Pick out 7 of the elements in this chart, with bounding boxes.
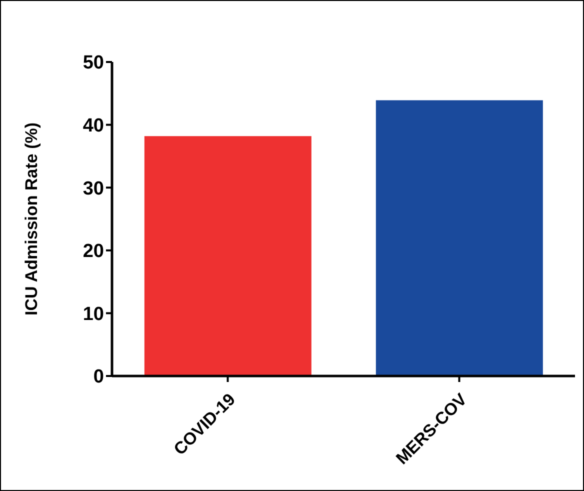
y-tick-label: 50 [82, 52, 104, 74]
y-tick-label: 30 [82, 178, 104, 200]
y-tick-label: 20 [82, 241, 104, 262]
y-tick-label: 40 [82, 116, 104, 137]
y-tick-label: 10 [82, 304, 104, 325]
y-axis-title: ICU Admission Rate (%) [22, 122, 42, 316]
y-tick-label: 0 [93, 366, 104, 388]
